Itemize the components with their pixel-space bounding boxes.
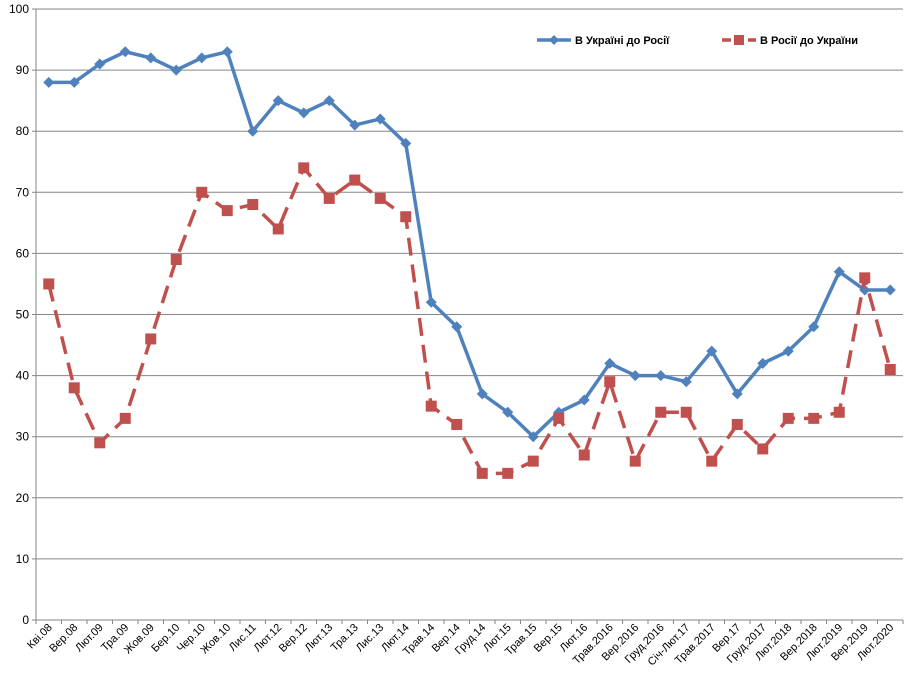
data-point-series-2 (859, 272, 871, 284)
data-point-series-1 (757, 357, 769, 369)
data-point-series-2 (221, 205, 233, 217)
data-point-series-2 (527, 455, 539, 467)
data-point-series-2 (349, 174, 361, 186)
data-point-series-1 (323, 95, 335, 107)
y-tick-label: 60 (16, 246, 30, 260)
data-point-series-2 (451, 418, 463, 430)
data-point-series-2 (833, 406, 845, 418)
legend-label-2: В Росії до України (760, 35, 858, 47)
y-tick-label: 70 (16, 185, 30, 199)
data-point-series-2 (323, 192, 335, 204)
data-point-series-2 (782, 412, 794, 424)
data-point-series-2 (476, 467, 488, 479)
y-tick-label: 40 (16, 369, 30, 383)
data-point-series-2 (247, 199, 259, 211)
data-point-series-2 (374, 192, 386, 204)
data-point-series-2 (400, 211, 412, 223)
x-tick-label: Вер.08 (47, 622, 80, 655)
series-line-2 (47, 166, 892, 476)
y-tick-label: 100 (9, 2, 29, 16)
data-point-series-1 (808, 321, 820, 333)
data-point-series-1 (527, 431, 539, 443)
data-point-series-1 (629, 370, 641, 382)
data-point-series-2 (425, 400, 437, 412)
y-tick-label: 30 (16, 430, 30, 444)
data-point-series-1 (247, 125, 259, 137)
data-point-series-1 (706, 345, 718, 357)
data-point-series-1 (833, 266, 845, 278)
data-point-series-1 (170, 64, 182, 76)
data-point-series-1 (221, 46, 233, 58)
y-tick-label: 10 (16, 552, 30, 566)
grid-lines (36, 8, 903, 560)
data-point-series-2 (502, 467, 514, 479)
y-tick-label: 80 (16, 124, 30, 138)
series-line-1 (48, 50, 891, 439)
data-point-series-1 (374, 113, 386, 125)
data-point-series-2 (629, 455, 641, 467)
data-point-series-2 (68, 382, 80, 394)
y-tick-label: 90 (16, 63, 30, 77)
data-point-series-2 (119, 412, 131, 424)
x-tick-labels: Кві.08Вер.08Лют.09Тра.09Жов.09Бер.10Чер.… (25, 622, 896, 669)
data-point-series-2 (553, 412, 565, 424)
data-point-series-2 (43, 278, 55, 290)
legend: В Україні до Росії В Росії до України (537, 35, 858, 47)
data-point-series-1 (782, 345, 794, 357)
data-point-series-1 (68, 76, 80, 88)
y-tick-label: 20 (16, 491, 30, 505)
data-point-series-1 (451, 321, 463, 333)
y-tick-label: 0 (22, 613, 29, 627)
data-point-series-1 (145, 52, 157, 64)
data-point-series-1 (502, 406, 514, 418)
x-tick-label: Вер.15 (532, 622, 565, 655)
data-point-series-1 (196, 52, 208, 64)
x-tick-label: Вер.12 (277, 622, 310, 655)
data-point-series-1 (884, 284, 896, 296)
data-point-series-1 (94, 58, 106, 70)
legend-marker-1 (549, 35, 559, 45)
data-point-series-1 (476, 388, 488, 400)
data-point-series-2 (170, 254, 182, 266)
data-point-series-2 (272, 223, 284, 235)
data-point-series-1 (272, 95, 284, 107)
data-point-series-2 (94, 437, 106, 449)
data-point-series-2 (298, 162, 310, 174)
legend-label-1: В Україні до Росії (575, 35, 670, 47)
series-layer (43, 46, 896, 479)
data-point-series-1 (680, 376, 692, 388)
y-tick-label: 50 (16, 308, 30, 322)
data-point-series-1 (298, 107, 310, 119)
data-point-series-1 (731, 388, 743, 400)
data-point-series-1 (43, 76, 55, 88)
data-point-series-1 (655, 370, 667, 382)
data-point-series-1 (400, 137, 412, 149)
x-tick-label: Лют.13 (303, 622, 336, 655)
data-point-series-1 (604, 357, 616, 369)
y-tick-labels: 0 10 20 30 40 50 60 70 80 90 100 (9, 2, 29, 627)
data-point-series-2 (578, 449, 590, 461)
data-point-series-2 (706, 455, 718, 467)
x-tick-label: Лют.09 (73, 622, 106, 655)
legend-marker-2 (734, 35, 744, 45)
data-point-series-1 (119, 46, 131, 58)
data-point-series-2 (196, 186, 208, 198)
data-point-series-2 (757, 443, 769, 455)
data-point-series-2 (808, 412, 820, 424)
data-point-series-2 (604, 376, 616, 388)
data-point-series-1 (425, 296, 437, 308)
data-point-series-2 (731, 418, 743, 430)
axes (32, 8, 904, 624)
data-point-series-1 (349, 119, 361, 131)
data-point-series-2 (884, 363, 896, 375)
data-point-series-1 (578, 394, 590, 406)
data-point-series-2 (680, 406, 692, 418)
data-point-series-2 (655, 406, 667, 418)
data-point-series-2 (145, 333, 157, 345)
